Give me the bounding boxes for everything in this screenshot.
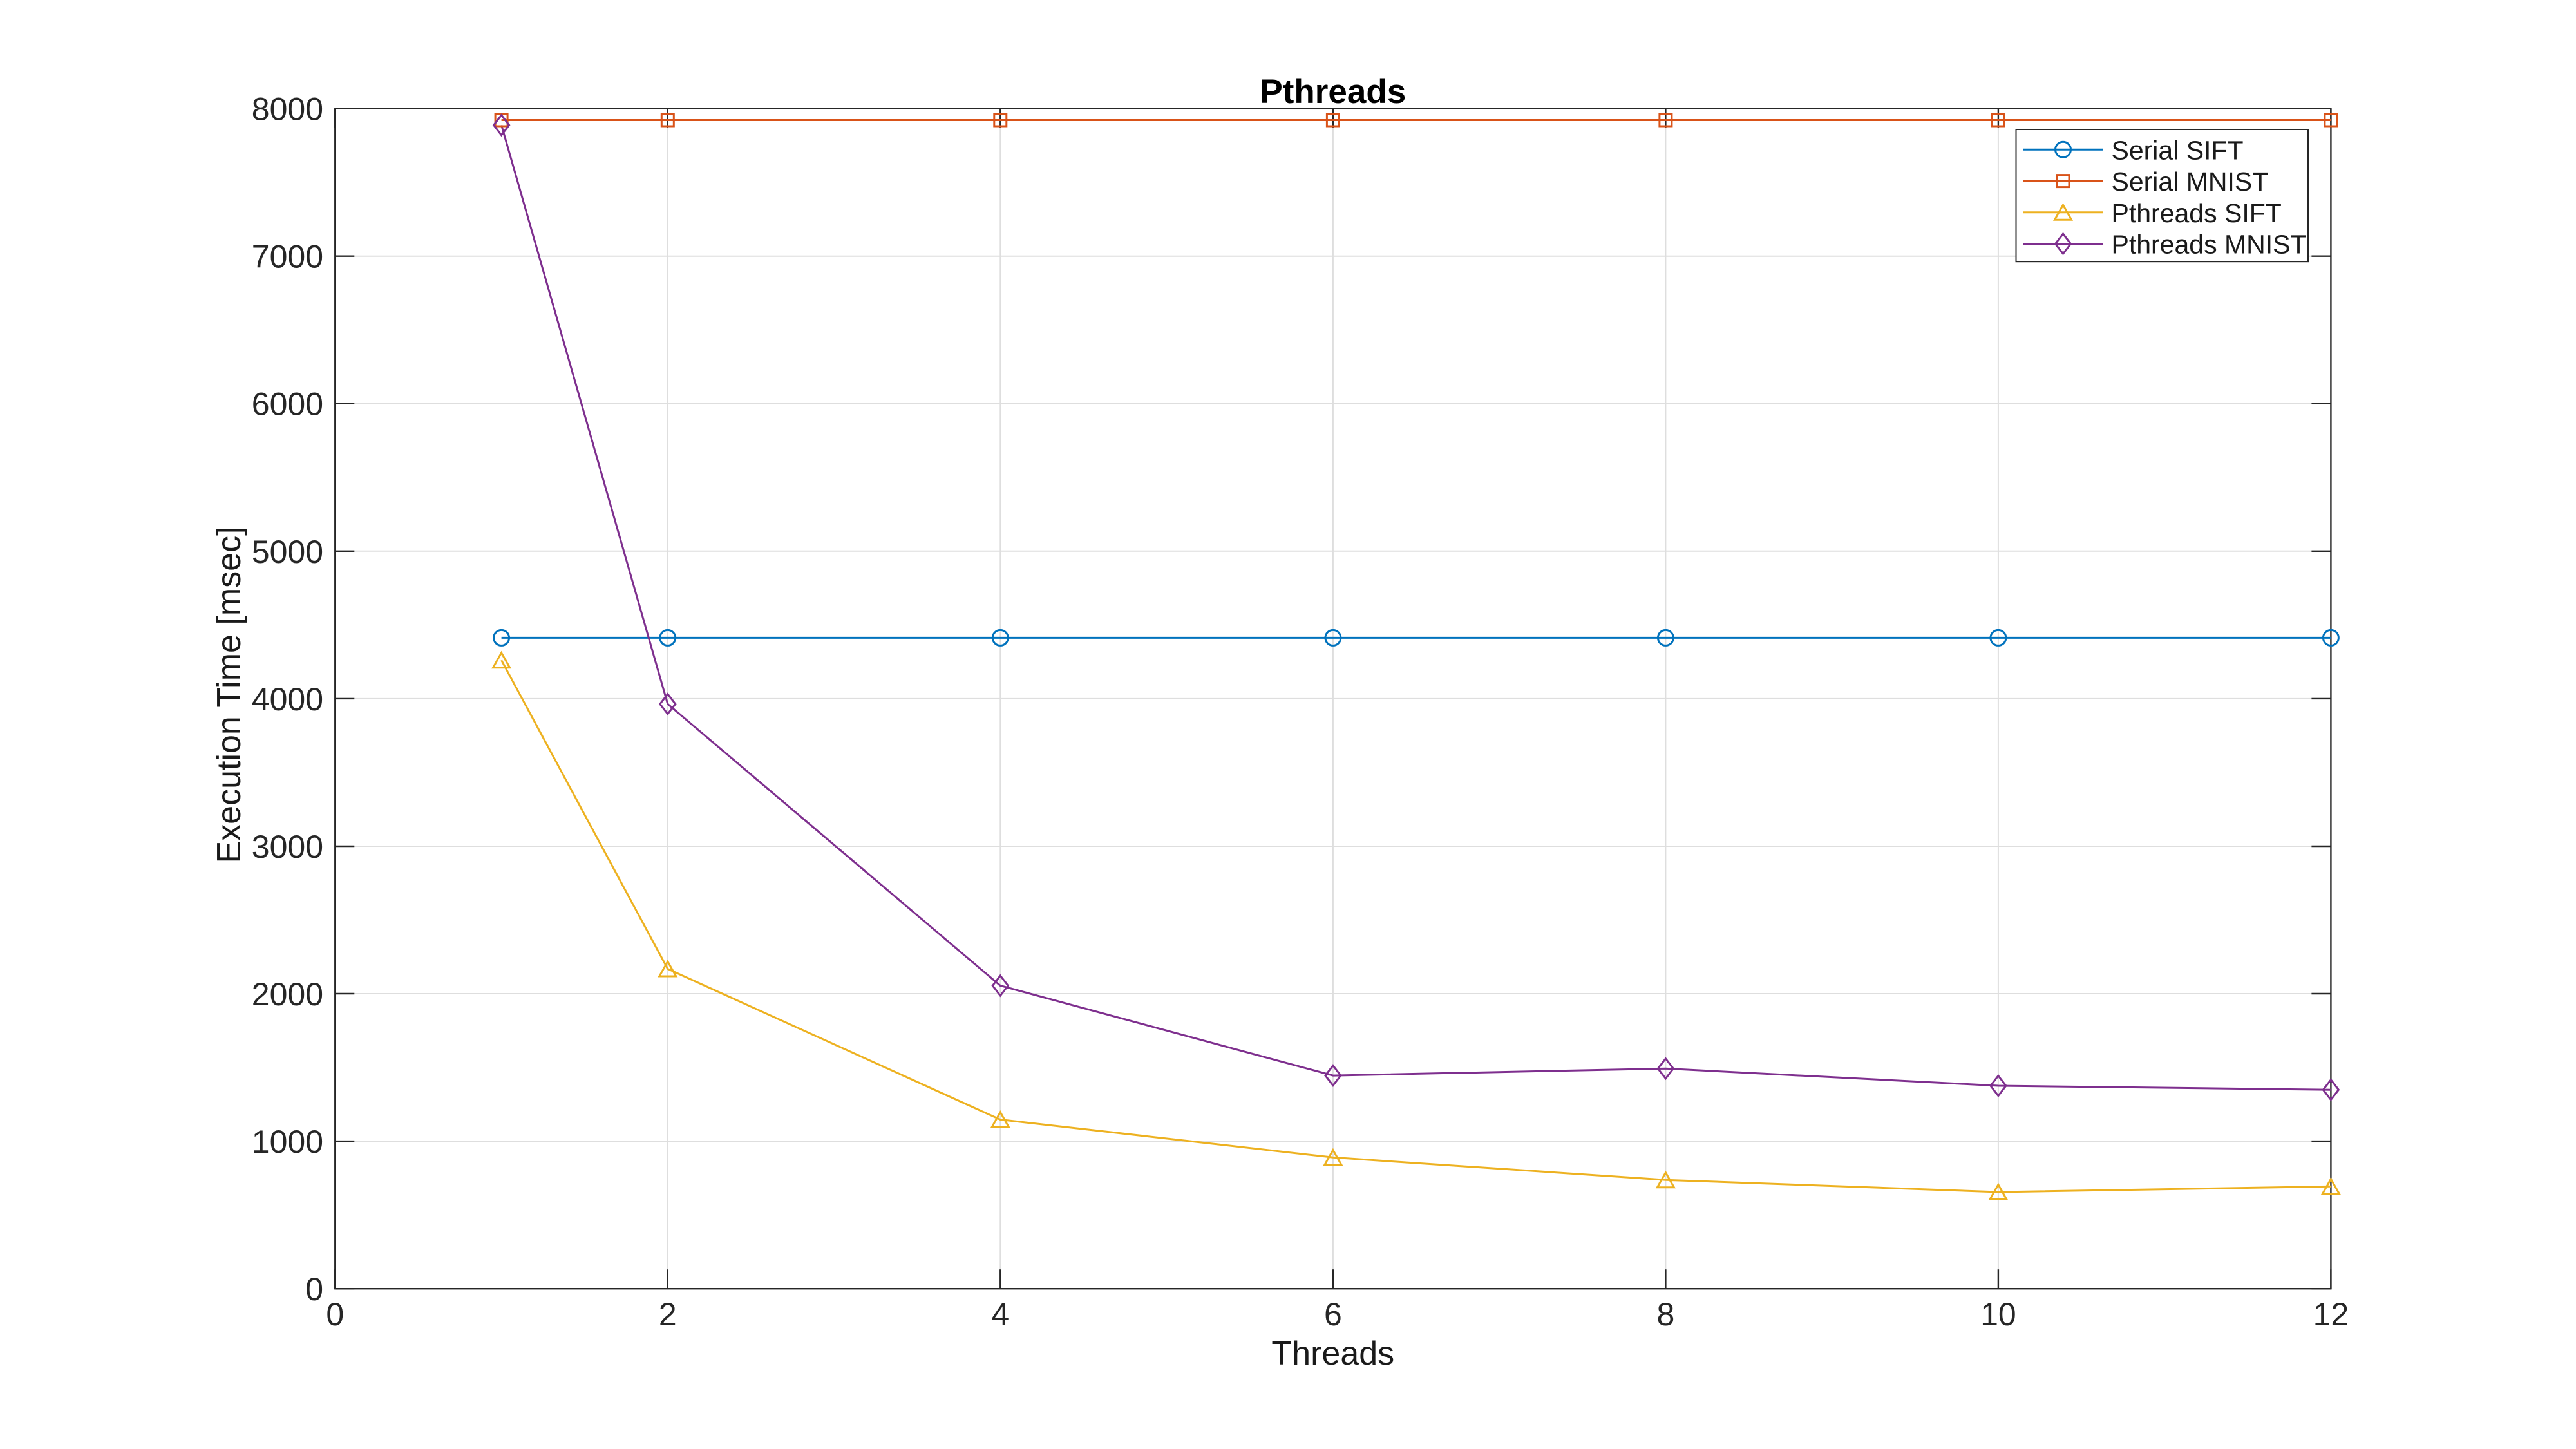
svg-text:6: 6 <box>1324 1296 1342 1332</box>
svg-text:4: 4 <box>991 1296 1009 1332</box>
svg-text:Serial SIFT: Serial SIFT <box>2112 135 2244 165</box>
svg-text:7000: 7000 <box>252 239 323 275</box>
svg-text:Threads: Threads <box>1271 1335 1394 1372</box>
svg-text:8: 8 <box>1656 1296 1674 1332</box>
svg-text:Pthreads MNIST: Pthreads MNIST <box>2112 230 2307 260</box>
svg-text:2: 2 <box>659 1296 677 1332</box>
svg-text:4000: 4000 <box>252 681 323 717</box>
svg-text:2000: 2000 <box>252 976 323 1012</box>
svg-text:Pthreads SIFT: Pthreads SIFT <box>2112 198 2282 228</box>
svg-text:5000: 5000 <box>252 534 323 570</box>
svg-text:8000: 8000 <box>252 91 323 128</box>
svg-text:3000: 3000 <box>252 829 323 865</box>
svg-text:1000: 1000 <box>252 1124 323 1160</box>
svg-text:10: 10 <box>1980 1296 2016 1332</box>
svg-text:12: 12 <box>2313 1296 2349 1332</box>
svg-text:Pthreads: Pthreads <box>1260 73 1406 111</box>
svg-text:Execution Time [msec]: Execution Time [msec] <box>211 526 248 863</box>
svg-text:Serial MNIST: Serial MNIST <box>2112 167 2269 196</box>
svg-text:0: 0 <box>326 1296 344 1332</box>
svg-text:0: 0 <box>305 1271 323 1307</box>
svg-text:6000: 6000 <box>252 386 323 422</box>
